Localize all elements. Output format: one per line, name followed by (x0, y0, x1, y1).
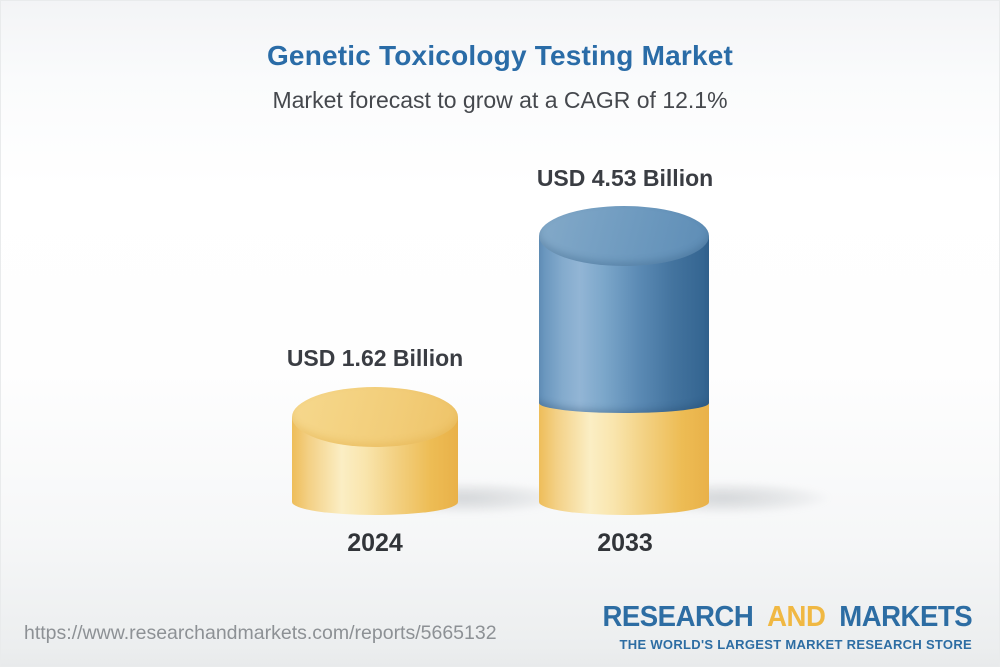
logo-word-markets: MARKETS (839, 601, 972, 633)
research-and-markets-logo: RESEARCH AND MARKETS THE WORLD'S LARGEST… (583, 601, 972, 652)
chart-subtitle: Market forecast to grow at a CAGR of 12.… (272, 87, 728, 113)
cylinder-2033-base-segment (539, 403, 709, 515)
logo-word-research: RESEARCH (602, 601, 754, 633)
axis-label-2033: 2033 (597, 529, 653, 557)
report-url: https://www.researchandmarkets.com/repor… (24, 622, 497, 644)
cylinder-2033-top-face (539, 206, 709, 266)
cylinder-2024-top-face (292, 387, 458, 447)
value-label-2024: USD 1.62 Billion (286, 345, 464, 371)
logo-wordmark: RESEARCH AND MARKETS (602, 601, 972, 634)
chart-title: Genetic Toxicology Testing Market (266, 40, 734, 71)
axis-label-2024: 2024 (347, 529, 403, 557)
logo-tagline: THE WORLD'S LARGEST MARKET RESEARCH STOR… (619, 637, 972, 652)
value-label-2033: USD 4.53 Billion (536, 165, 714, 191)
logo-word-and: AND (766, 601, 826, 633)
